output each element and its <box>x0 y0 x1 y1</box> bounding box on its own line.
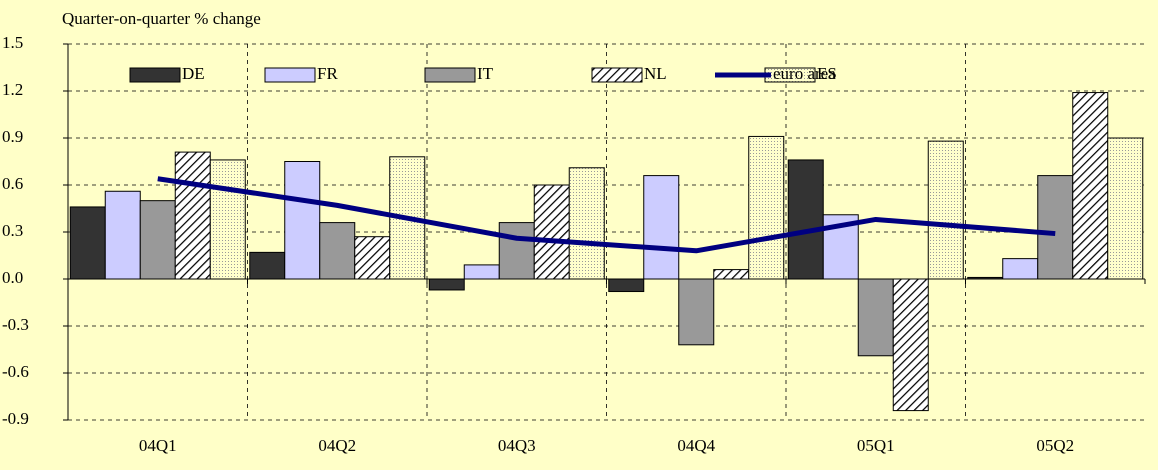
bar <box>354 236 391 280</box>
bar <box>608 278 645 293</box>
legend-swatch <box>424 67 476 83</box>
legend-swatch <box>264 67 316 83</box>
x-tick-label: 04Q3 <box>498 436 536 455</box>
legend-label: DE <box>182 64 205 83</box>
legend-label: NL <box>644 64 667 83</box>
y-tick-label: 0.6 <box>2 174 23 193</box>
x-tick-label: 05Q1 <box>857 436 895 455</box>
y-tick-label: 0.0 <box>2 268 23 287</box>
bar <box>249 251 286 280</box>
bar <box>748 135 785 280</box>
y-tick-label: -0.6 <box>2 362 29 381</box>
bar <box>787 159 824 280</box>
bar <box>1072 92 1109 280</box>
y-axis-title: Quarter-on-quarter % change <box>62 9 261 28</box>
y-tick-label: 1.2 <box>2 80 23 99</box>
legend-swatch <box>129 67 181 83</box>
bar <box>568 167 605 280</box>
bar <box>1037 175 1074 280</box>
bar <box>209 159 246 280</box>
legend-label: FR <box>317 64 338 83</box>
legend-label: ES <box>817 64 837 83</box>
bar <box>1107 137 1144 280</box>
bar <box>319 222 356 280</box>
x-tick-label: 04Q2 <box>318 436 356 455</box>
legend-swatch <box>591 67 643 83</box>
line <box>157 176 1056 254</box>
y-tick-label: 0.9 <box>2 127 23 146</box>
bar <box>69 206 106 280</box>
bar <box>857 278 894 357</box>
x-tick-label: 05Q2 <box>1036 436 1074 455</box>
bar <box>139 200 176 280</box>
legend-label: IT <box>477 64 494 83</box>
bar <box>174 151 211 280</box>
bar <box>892 278 929 412</box>
y-tick-label: 0.3 <box>2 221 23 240</box>
x-tick-label: 04Q1 <box>139 436 177 455</box>
bar <box>643 175 680 280</box>
bar <box>1002 258 1039 280</box>
x-tick-label: 04Q4 <box>677 436 715 455</box>
y-tick-label: -0.9 <box>2 409 29 428</box>
bar <box>678 278 715 346</box>
bar <box>284 161 321 280</box>
y-tick-label: 1.5 <box>2 33 23 52</box>
bar <box>498 222 535 280</box>
bar <box>104 190 141 280</box>
bar <box>927 140 964 280</box>
y-tick-label: -0.3 <box>2 315 29 334</box>
bar <box>428 278 465 291</box>
bar <box>713 269 750 280</box>
bar <box>463 264 500 280</box>
bar <box>533 184 570 280</box>
legend-label: euro area <box>773 64 836 83</box>
